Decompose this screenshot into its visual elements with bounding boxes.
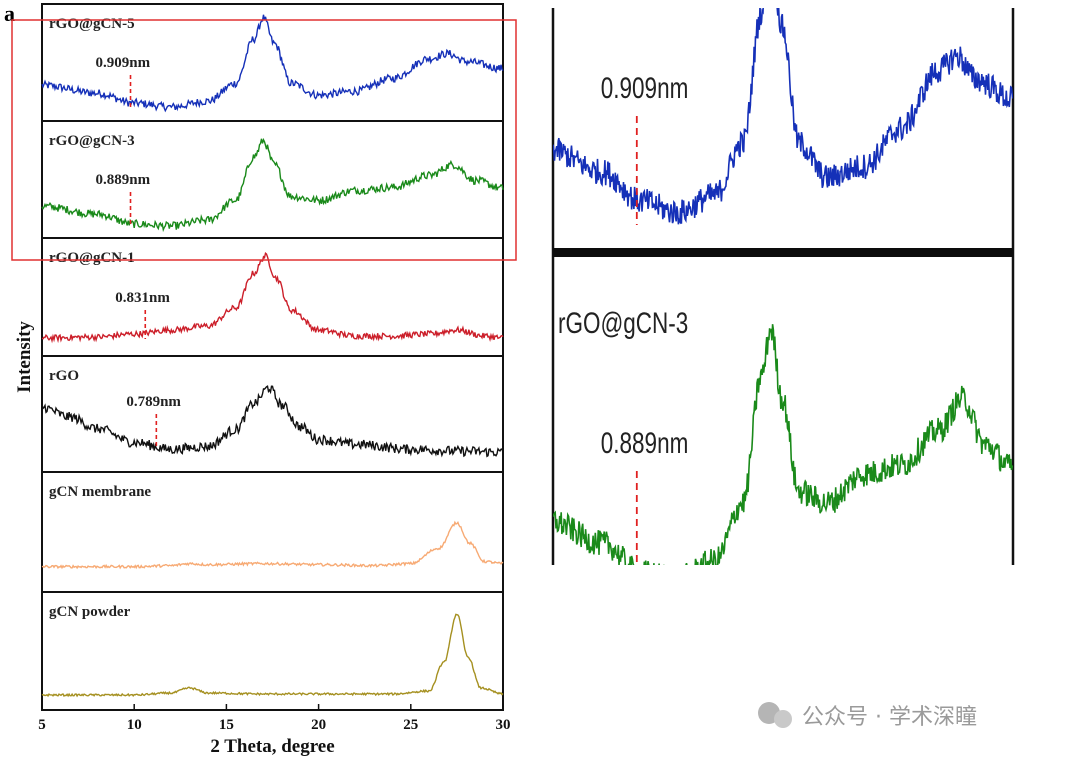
series-label-0: rGO@gCN-5 [49,16,135,32]
series-line-5 [41,613,504,698]
d-spacing-label-2: 0.831nm [115,290,170,306]
series-line-3 [41,385,504,458]
series-line-0 [41,14,504,113]
watermark [758,702,792,728]
zoom-series-label-1: rGO@gCN-3 [558,306,688,340]
x-tick-label-0: 5 [38,717,46,733]
panel-frame-5 [41,591,504,711]
series-line-2 [41,252,504,344]
watermark-text: 公众号 · 学术深瞳 [802,705,977,730]
series-line-1 [41,137,504,233]
series-label-3: rGO [49,368,79,384]
x-axis-title: 2 Theta, degree [210,736,334,757]
zoom-series-line-0 [553,8,1013,225]
panel-letter: a [4,1,15,26]
zoom-series-line-1 [553,324,1013,565]
series-line-4 [41,520,504,570]
zoom-d-spacing-label-1: 0.889nm [601,426,689,460]
x-tick-label-1: 10 [127,717,142,733]
x-tick-label-4: 25 [403,717,418,733]
d-spacing-label-0: 0.909nm [96,55,151,71]
d-spacing-label-1: 0.889nm [96,172,151,188]
y-axis-title: Intensity [14,321,35,393]
wechat-icon-bubble [774,710,792,728]
x-tick-label-3: 20 [311,717,326,733]
panel-frame-3 [41,355,504,473]
x-tick-label-5: 30 [496,717,511,733]
d-spacing-label-3: 0.789nm [126,394,181,410]
x-tick-label-2: 15 [219,717,234,733]
zoom-d-spacing-label-0: 0.909nm [601,71,689,105]
series-label-1: rGO@gCN-3 [49,133,135,149]
series-label-4: gCN membrane [49,484,151,500]
series-label-2: rGO@gCN-1 [49,250,135,266]
zoom-separator [553,248,1013,257]
series-label-5: gCN powder [49,604,131,620]
highlight-box [11,19,517,261]
